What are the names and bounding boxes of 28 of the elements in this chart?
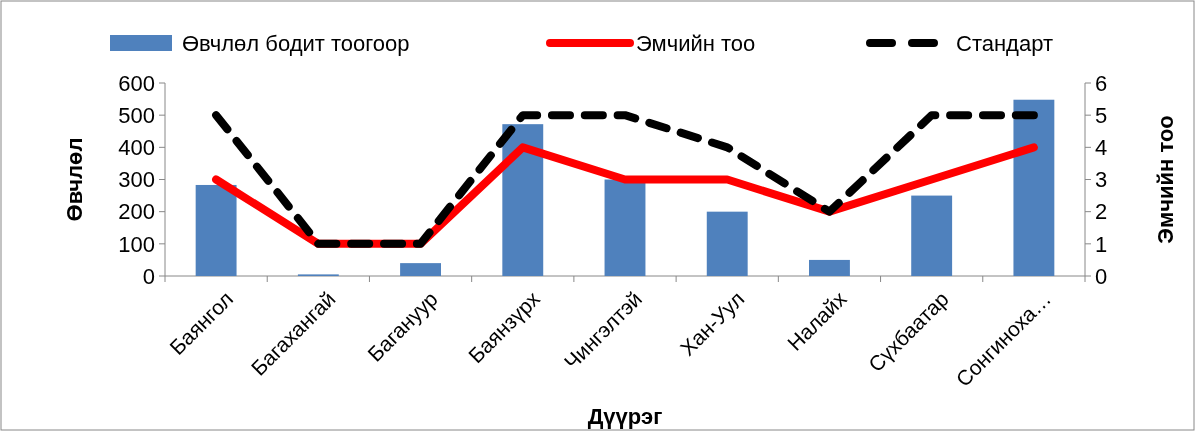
legend-label: Стандарт <box>956 30 1054 56</box>
y-axis-title: Өвчлөл <box>62 137 87 222</box>
bar <box>604 179 646 276</box>
y-tick-label: 200 <box>118 199 155 225</box>
y2-tick-label: 2 <box>1095 199 1108 225</box>
bar <box>1013 99 1055 276</box>
y2-tick-label: 5 <box>1095 102 1108 128</box>
y-tick-label: 500 <box>118 102 155 128</box>
bar <box>809 259 850 276</box>
y2-tick-label: 6 <box>1095 70 1108 96</box>
y2-tick-label: 3 <box>1095 167 1108 193</box>
bar <box>400 263 441 276</box>
y-tick-label: 300 <box>118 167 155 193</box>
legend-label: Эмчийн тоо <box>636 30 756 56</box>
bar <box>195 184 237 276</box>
y2-axis-title: Эмчийн тоо <box>1153 115 1179 244</box>
y2-tick-label: 0 <box>1095 263 1108 289</box>
x-axis-title: Дүүрэг <box>587 404 663 429</box>
bar <box>706 211 748 276</box>
legend-label: Өвчлөл бодит тоогоор <box>182 30 410 56</box>
y-tick-label: 0 <box>142 263 155 289</box>
y-tick-label: 100 <box>118 231 155 257</box>
bar <box>502 124 544 276</box>
y2-tick-label: 4 <box>1095 135 1108 161</box>
y2-tick-label: 1 <box>1095 231 1108 257</box>
y-tick-label: 600 <box>118 70 155 96</box>
bar <box>911 195 953 276</box>
y-tick-label: 400 <box>118 135 155 161</box>
